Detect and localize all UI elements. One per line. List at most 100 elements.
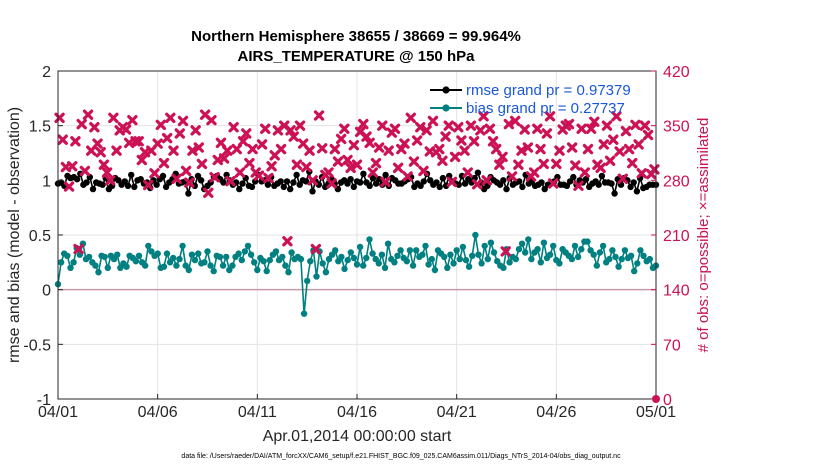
obs-marker [516,145,527,156]
rmse-point [277,178,284,185]
obs-marker-stroke [491,143,502,155]
bias-point [409,262,417,269]
bias-point [406,247,414,254]
bias-series [54,231,660,317]
bias-point [500,264,507,271]
obs-marker-stroke [253,170,265,181]
bias-point [260,258,267,265]
rmse-point [185,190,192,197]
obs-marker-stroke [263,172,274,184]
obs-marker-stroke [611,111,622,122]
obs-marker-stroke [373,142,385,153]
obs-marker-stroke [241,128,252,139]
obs-marker-stroke [440,131,451,142]
obs-marker [174,128,186,139]
obs-marker [256,139,268,150]
obs-marker [326,178,337,189]
bias-point [618,255,625,263]
obs-marker-stroke [475,125,486,136]
obs-marker-stroke [541,128,553,139]
obs-marker-stroke [310,243,322,255]
obs-marker [358,118,369,130]
obs-marker [237,136,249,147]
obs-marker-stroke [421,125,432,136]
obs-marker-stroke [408,156,420,167]
rmse-point [369,174,377,182]
bias-point [288,249,295,256]
bias-point [478,260,485,267]
rmse-point [611,190,618,197]
obs-marker-stroke [623,143,635,155]
rmse-point [128,171,135,179]
obs-marker [364,137,375,149]
obs-marker [316,143,328,154]
obs-marker-stroke [642,129,654,141]
rmse-point [89,185,97,193]
rmse-point [372,180,380,187]
obs-marker-stroke [503,118,515,130]
obs-marker [222,145,233,156]
obs-marker [535,143,546,155]
obs-marker-stroke [392,162,404,174]
rmse-point [541,185,548,193]
obs-marker-stroke [282,236,293,247]
rmse-point [197,177,205,184]
axes: 04/01 04/06 04/11 04/16 04/21 04/26 05/01 -1 -0.… [23,64,689,421]
rmse-point [360,170,367,177]
bias-point [522,249,529,256]
bias-point [637,247,644,254]
obs-marker-stroke [79,165,91,177]
bias-point [123,263,130,270]
obs-marker [522,142,534,153]
obs-marker-stroke [174,128,186,139]
obs-marker [332,156,344,167]
y-tick-label-right: 210 [663,228,690,245]
bias-point [272,248,280,255]
obs-marker-stroke [82,109,94,120]
obs-marker-stroke [576,123,587,134]
bias-point [322,269,330,276]
obs-marker-stroke [582,143,594,155]
obs-marker [361,131,372,142]
bias-point [282,262,289,269]
obs-marker [547,178,559,189]
obs-marker [244,157,255,169]
obs-marker [636,168,647,179]
obs-marker-stroke [585,123,597,134]
bias-point [431,266,439,274]
obs-marker-stroke [589,116,600,127]
obs-marker [411,135,423,146]
rmse-point [153,181,160,188]
bias-point [640,252,647,259]
obs-marker-stroke [519,124,530,135]
bias-point [397,247,404,254]
rmse-point [293,171,300,179]
obs-marker [215,137,227,149]
obs-marker-stroke [275,143,287,155]
bias-point [394,252,401,259]
obs-marker [206,114,217,126]
obs-marker [649,164,660,175]
rmse-point [563,182,571,189]
obs-marker [446,176,458,188]
obs-marker [468,136,480,147]
bias-point [347,249,354,256]
obs-marker-stroke [443,120,454,131]
bias-point [634,260,641,267]
bias-point [344,256,351,264]
obs-marker-stroke [70,136,81,147]
rmse-point [239,180,246,187]
obs-marker-stroke [402,171,413,182]
obs-marker-stroke [506,171,518,182]
y-tick-label-right: 350 [663,119,690,136]
obs-marker [554,145,565,156]
bias-point [546,251,554,258]
obs-marker [180,165,192,177]
obs-marker [437,155,448,167]
rmse-point [433,179,440,186]
bias-point [375,260,382,267]
obs-marker [589,116,600,127]
obs-marker [149,168,160,179]
obs-marker [389,123,401,134]
obs-marker [339,123,350,134]
